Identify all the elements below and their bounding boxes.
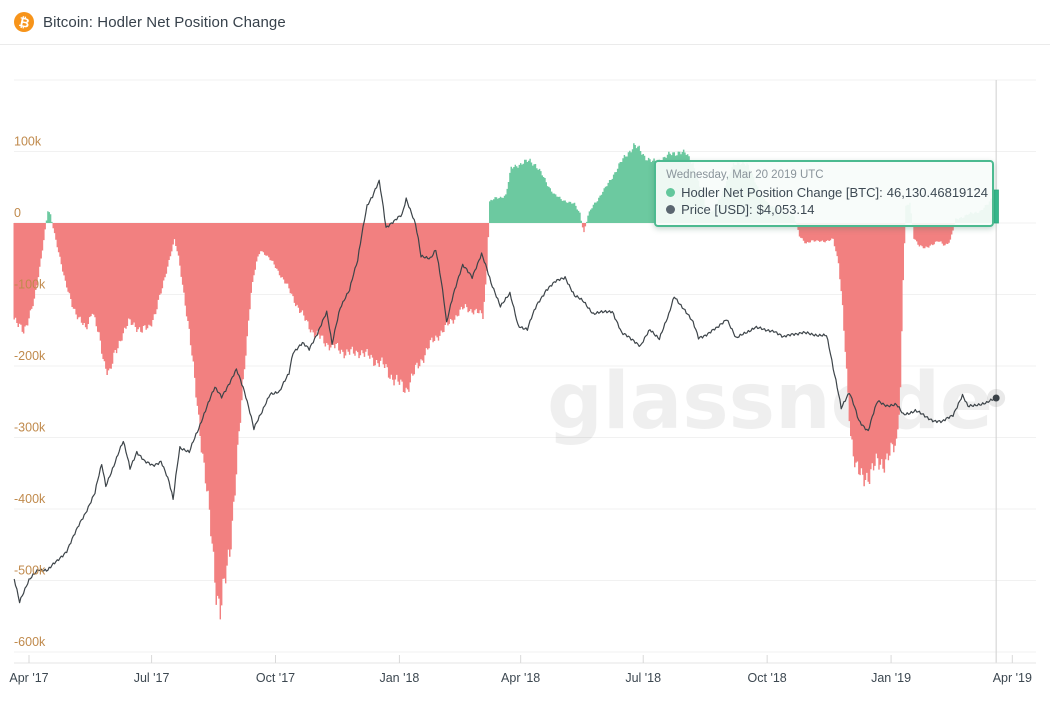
hodler-series-dot-icon: [666, 188, 676, 197]
y-axis-label: -600k: [14, 635, 46, 649]
tooltip-price-row: Price [USD]: $4,053.14: [666, 202, 982, 217]
tooltip-hodler-label: Hodler Net Position Change [BTC]:: [681, 185, 883, 200]
crosshair-layer: [987, 80, 1006, 663]
x-axis-label: Jul '17: [134, 671, 170, 685]
highlighted-bar: [993, 189, 999, 224]
page-title: Bitcoin: Hodler Net Position Change: [43, 13, 286, 31]
y-axis-label: -100k: [14, 278, 46, 292]
axes-layer: 100k 0 -100k -200k -300k -400k -500k -600k Apr '…: [9, 135, 1036, 685]
tooltip-hodler-value: 46,130.46819124: [886, 185, 988, 200]
tooltip-price-label: Price [USD]:: [681, 202, 753, 217]
x-axis-label: Oct '18: [748, 671, 787, 685]
price-series-dot-icon: [666, 205, 676, 214]
y-axis-label: -400k: [14, 492, 46, 506]
price-line-layer: [13, 179, 997, 604]
tooltip-date: Wednesday, Mar 20 2019 UTC: [666, 169, 824, 181]
y-axis-label: 0: [14, 206, 21, 220]
tooltip-price-value: $4,053.14: [756, 202, 815, 217]
y-axis-label: -300k: [14, 421, 46, 435]
y-axis-label: 100k: [14, 135, 42, 149]
bitcoin-glyph: ₿: [17, 13, 31, 31]
price-point-dot: [992, 394, 1000, 402]
bitcoin-icon: ₿: [14, 12, 34, 32]
x-axis-label: Apr '19: [993, 671, 1032, 685]
x-axis-label: Jul '18: [625, 671, 661, 685]
x-axis-label: Jan '18: [379, 671, 419, 685]
price-line: [13, 179, 997, 604]
tooltip-hodler-row: Hodler Net Position Change [BTC]: 46,130…: [666, 185, 988, 200]
watermark-text: glassnode: [547, 357, 993, 447]
x-axis-label: Jan '19: [871, 671, 911, 685]
x-axis-label: Apr '18: [501, 671, 540, 685]
y-axis-label: -200k: [14, 349, 46, 363]
y-axis-label: -500k: [14, 564, 46, 578]
x-axis-label: Oct '17: [256, 671, 295, 685]
chart-tooltip: Wednesday, Mar 20 2019 UTC Hodler Net Po…: [654, 160, 995, 227]
chart-header: ₿ Bitcoin: Hodler Net Position Change: [0, 0, 1050, 45]
x-axis-label: Apr '17: [9, 671, 48, 685]
